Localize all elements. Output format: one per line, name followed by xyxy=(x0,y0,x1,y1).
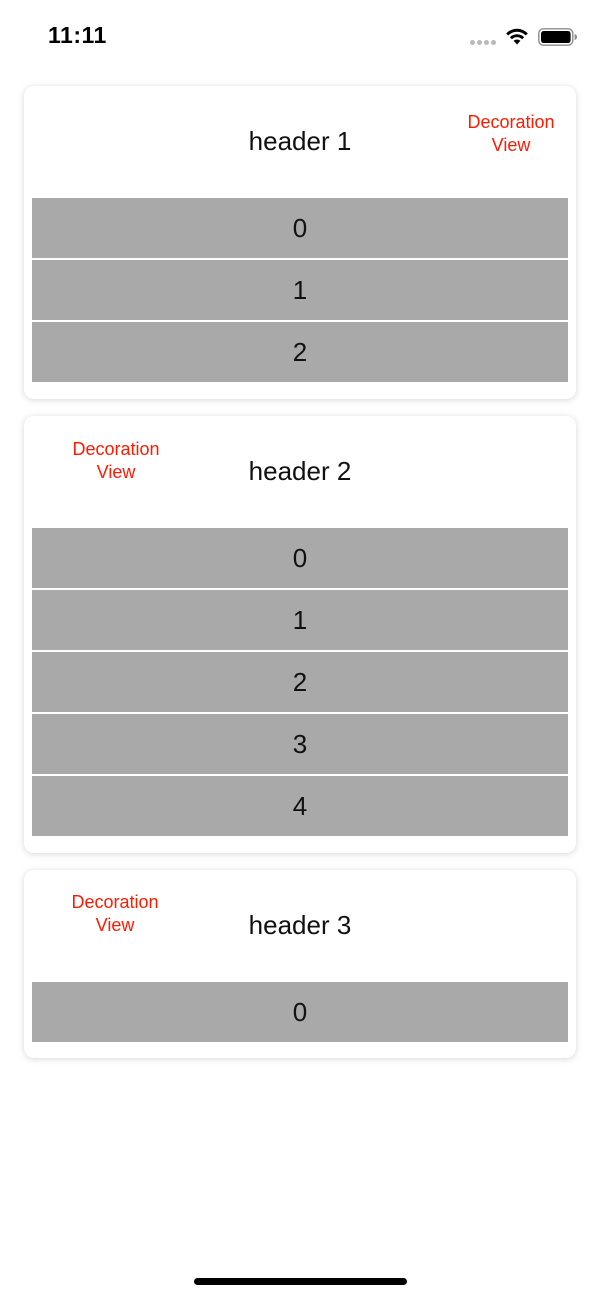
rows-section-1: 0 1 2 xyxy=(32,198,568,382)
wifi-icon xyxy=(506,28,528,45)
decoration-label-line2: View xyxy=(491,135,531,155)
list-item[interactable]: 4 xyxy=(32,776,568,836)
section-header-3: header 3 Decoration View xyxy=(24,870,576,982)
section-header-2: header 2 Decoration View xyxy=(24,416,576,528)
list-item[interactable]: 0 xyxy=(32,528,568,588)
rows-section-2: 0 1 2 3 4 xyxy=(32,528,568,836)
decoration-label-line1: Decoration xyxy=(72,439,160,459)
decoration-view-1: Decoration View xyxy=(451,111,571,157)
list-item[interactable]: 3 xyxy=(32,714,568,774)
list-item[interactable]: 1 xyxy=(32,590,568,650)
section-header-1: header 1 Decoration View xyxy=(24,86,576,198)
decoration-label-line1: Decoration xyxy=(71,892,159,912)
battery-icon xyxy=(538,28,577,46)
list-item[interactable]: 1 xyxy=(32,260,568,320)
section-2: header 2 Decoration View 0 1 2 3 4 xyxy=(24,416,576,853)
list-item[interactable]: 0 xyxy=(32,982,568,1042)
list-item[interactable]: 0 xyxy=(32,198,568,258)
list-item[interactable]: 2 xyxy=(32,322,568,382)
section-1: header 1 Decoration View 0 1 2 xyxy=(24,86,576,399)
decoration-label-line1: Decoration xyxy=(467,112,555,132)
decoration-label-line2: View xyxy=(96,462,136,482)
header-title-1: header 1 xyxy=(248,126,352,156)
decoration-view-2: Decoration View xyxy=(56,438,176,484)
status-bar: 11:11 xyxy=(0,0,600,70)
rows-section-3: 0 xyxy=(32,982,568,1042)
decoration-label-line2: View xyxy=(95,915,135,935)
home-indicator[interactable] xyxy=(194,1278,407,1285)
header-title-2: header 2 xyxy=(248,456,352,486)
header-title-3: header 3 xyxy=(248,910,352,940)
list-item[interactable]: 2 xyxy=(32,652,568,712)
decoration-view-3: Decoration View xyxy=(55,891,175,937)
section-3: header 3 Decoration View 0 xyxy=(24,870,576,1058)
signal-dots-icon xyxy=(470,40,496,45)
status-time: 11:11 xyxy=(48,22,107,48)
